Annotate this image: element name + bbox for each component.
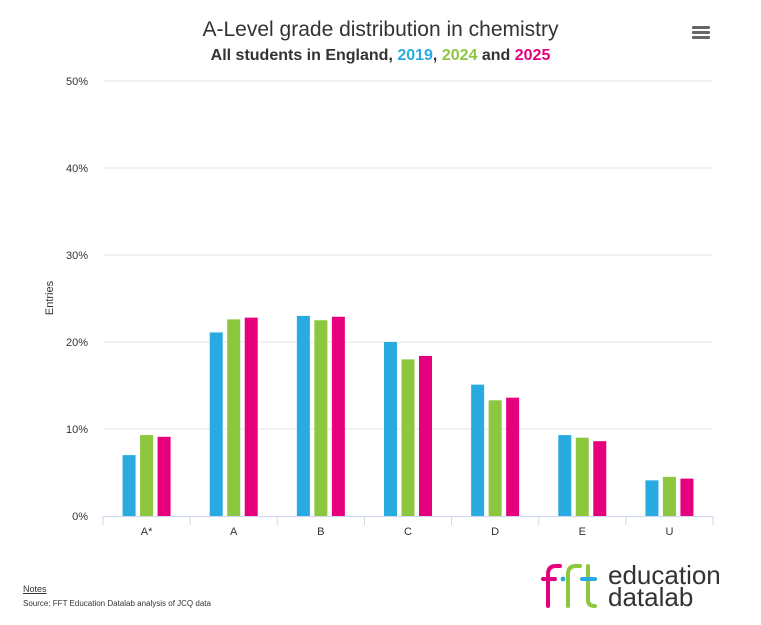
- subtitle-year-2025: 2025: [514, 47, 551, 64]
- menu-bar: [692, 36, 710, 39]
- bar-2019-A[interactable]: [209, 332, 223, 516]
- bar-2024-B[interactable]: [314, 320, 328, 516]
- source-text: Source: FFT Education Datalab analysis o…: [23, 599, 211, 608]
- bar-2025-E[interactable]: [593, 441, 607, 516]
- bar-2025-B[interactable]: [331, 316, 345, 516]
- chart-title: A-Level grade distribution in chemistry: [202, 18, 559, 41]
- x-tick-label: E: [579, 526, 586, 538]
- bar-2024-A[interactable]: [227, 319, 241, 516]
- hamburger-menu-icon[interactable]: [692, 26, 710, 40]
- x-tick-label: A*: [141, 526, 153, 538]
- subtitle-separator-2: and: [477, 47, 515, 64]
- y-axis-label: Entries: [44, 280, 56, 315]
- bar-2025-A[interactable]: [244, 317, 258, 516]
- subtitle-year-2024: 2024: [441, 47, 478, 64]
- fft-logo-mark-icon: [541, 564, 597, 608]
- bar-2019-A*[interactable]: [122, 455, 136, 516]
- bar-2019-D[interactable]: [471, 384, 485, 516]
- subtitle-prefix: All students in England,: [210, 47, 398, 64]
- logo-text-datalab: datalab: [608, 582, 694, 612]
- chart-subtitle: All students in England, 2019, 2024 and …: [0, 47, 761, 65]
- x-tick-label: D: [491, 526, 499, 538]
- y-tick-label: 40%: [66, 163, 88, 175]
- bar-2019-B[interactable]: [296, 315, 310, 516]
- subtitle-year-2019: 2019: [397, 47, 433, 64]
- bar-2024-A*[interactable]: [140, 435, 154, 516]
- fft-education-datalab-logo: education datalab: [540, 560, 730, 612]
- bar-2025-D[interactable]: [506, 397, 520, 516]
- y-tick-label: 10%: [66, 424, 88, 436]
- x-tick-label: B: [317, 526, 324, 538]
- bar-2025-A*[interactable]: [157, 436, 171, 516]
- bar-2025-U[interactable]: [680, 478, 694, 516]
- bar-2024-U[interactable]: [662, 476, 676, 516]
- y-tick-label: 30%: [66, 250, 88, 262]
- x-tick-label: A: [230, 526, 238, 538]
- y-axis-ticks: 0% 10% 20% 30% 40% 50%: [66, 76, 88, 523]
- bar-2024-E[interactable]: [575, 437, 589, 516]
- y-tick-label: 0%: [72, 511, 88, 523]
- logo-text-education: education: [608, 560, 721, 590]
- bar-2025-C[interactable]: [419, 355, 432, 516]
- x-axis: A* A B C D E U: [102, 516, 714, 538]
- subtitle-separator-1: ,: [432, 47, 442, 64]
- bar-2019-U[interactable]: [645, 480, 659, 516]
- bars: [122, 315, 694, 516]
- menu-bar: [692, 31, 710, 34]
- bar-2024-C[interactable]: [401, 359, 415, 516]
- x-tick-label: U: [665, 526, 673, 538]
- menu-bar: [692, 26, 710, 29]
- x-tick-label: C: [404, 526, 412, 538]
- y-tick-label: 20%: [66, 337, 88, 349]
- bar-2019-E[interactable]: [558, 435, 572, 516]
- notes-link[interactable]: Notes: [23, 584, 47, 594]
- chart-area: 0% 10% 20% 30% 40% 50% A* A B C D E U Entries: [44, 76, 714, 538]
- bar-2024-D[interactable]: [488, 400, 502, 516]
- y-tick-label: 50%: [66, 76, 88, 88]
- bar-2019-C[interactable]: [384, 342, 397, 516]
